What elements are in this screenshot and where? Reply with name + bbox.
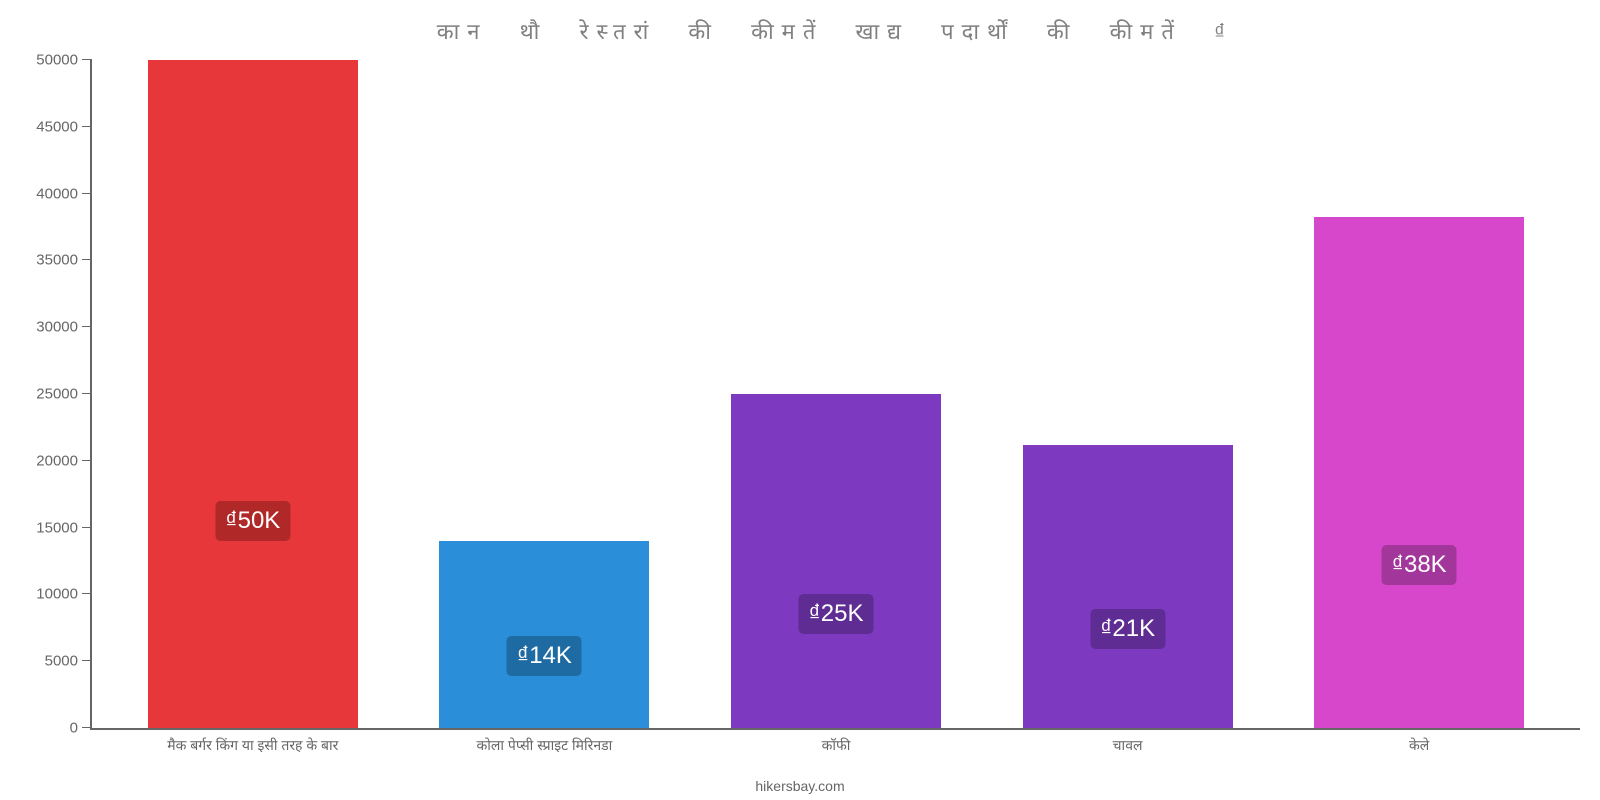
y-tick-label: 35000 [36, 252, 92, 269]
bar: ₫14K [439, 541, 649, 728]
y-tick-label: 45000 [36, 118, 92, 135]
value-badge: ₫14K [507, 636, 582, 676]
value-badge: ₫21K [1090, 609, 1165, 649]
bar: ₫21K [1023, 445, 1233, 728]
bar: ₫50K [148, 60, 358, 728]
value-badge: ₫50K [215, 501, 290, 541]
y-tick-label: 0 [70, 720, 92, 737]
y-tick-label: 30000 [36, 319, 92, 336]
x-label: कॉफी [690, 736, 982, 755]
bar-slot: ₫38K [1273, 60, 1565, 728]
y-tick-label: 25000 [36, 386, 92, 403]
y-tick-label: 40000 [36, 185, 92, 202]
bars-container: ₫50K ₫14K ₫25K ₫21K ₫38K [92, 60, 1580, 728]
y-tick-label: 20000 [36, 452, 92, 469]
chart-title: कान थौ रेस्तरां की कीमतें खाद्य पदार्थों… [90, 10, 1580, 60]
bar: ₫38K [1314, 217, 1524, 728]
value-badge: ₫25K [798, 594, 873, 634]
y-tick-label: 15000 [36, 519, 92, 536]
x-label: मैक बर्गर किंग या इसी तरह के बार [107, 736, 399, 755]
value-badge: ₫38K [1382, 545, 1457, 585]
y-tick-label: 50000 [36, 52, 92, 69]
bar-slot: ₫14K [399, 60, 691, 728]
plot-area: ₫50K₫14K₫25K₫21K₫38K मैक बर्गर किंग या इ… [90, 60, 1580, 730]
chart-source: hikersbay.com [0, 778, 1600, 794]
y-tick-label: 10000 [36, 586, 92, 603]
price-chart: कान थौ रेस्तरां की कीमतें खाद्य पदार्थों… [0, 0, 1600, 800]
bar-slot: ₫25K [690, 60, 982, 728]
y-tick-label: 5000 [45, 653, 92, 670]
x-labels: मैक बर्गर किंग या इसी तरह के बारकोला पेप… [92, 728, 1580, 755]
x-label: चावल [982, 736, 1274, 755]
x-label: कोला पेप्सी स्प्राइट मिरिनडा [399, 736, 691, 755]
bar: ₫25K [731, 394, 941, 728]
bar-slot: ₫50K [107, 60, 399, 728]
x-label: केले [1273, 736, 1565, 755]
bar-slot: ₫21K [982, 60, 1274, 728]
